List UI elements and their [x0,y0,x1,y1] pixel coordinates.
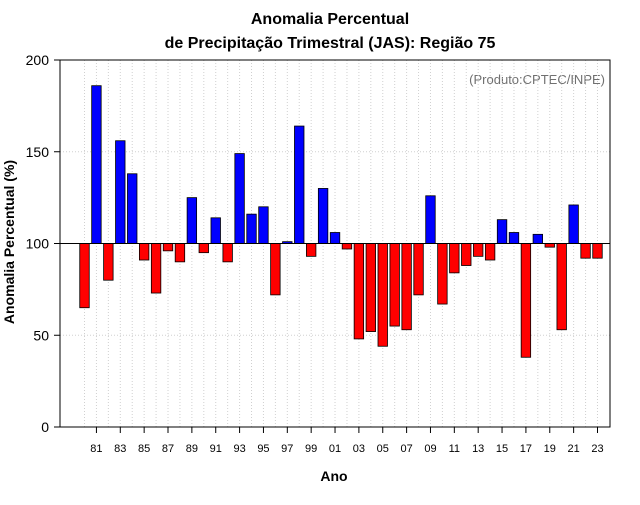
x-tick-label: 21 [568,443,580,455]
x-tick-label: 89 [186,443,198,455]
y-tick-label: 150 [26,144,50,160]
x-tick-label: 07 [400,443,412,455]
bar-1991 [210,217,221,244]
x-tick-label: 17 [520,443,532,455]
x-tick-label: 23 [591,443,603,455]
bar-2011 [449,243,460,274]
bar-1990 [198,243,209,254]
bar-1993 [234,153,245,244]
bar-2018 [532,233,543,244]
x-tick-label: 93 [233,443,245,455]
y-tick-label: 50 [33,327,49,343]
x-tick-label: 99 [305,443,317,455]
bar-2003 [353,243,365,340]
bar-2000 [317,188,329,244]
bar-2020 [556,243,567,331]
bar-2004 [365,243,376,332]
bar-1980 [79,243,90,309]
x-tick-label: 11 [449,443,460,455]
bar-1996 [270,243,281,296]
x-tick-label: 85 [138,443,150,455]
bars [79,85,603,358]
bar-1988 [174,243,186,263]
bar-2015 [496,219,508,244]
bar-2009 [425,195,436,244]
bar-1982 [103,243,114,281]
bar-1985 [138,243,150,261]
bar-1989 [186,197,198,244]
x-tick-label: 03 [353,443,365,455]
x-tick-label: 87 [162,443,174,455]
chart-title-line2: de Precipitação Trimestral (JAS): Região… [165,35,496,52]
bar-1987 [162,243,174,252]
bar-2017 [520,243,532,358]
bar-2001 [329,232,341,244]
x-tick-label: 83 [114,443,126,455]
bar-2019 [544,243,555,248]
bar-2022 [580,243,591,259]
bar-2010 [437,243,448,305]
x-axis-title: Ano [320,468,347,484]
bar-2008 [413,243,424,296]
x-tick-label: 13 [472,443,484,455]
x-tick-label: 01 [329,443,341,455]
chart-title-line1: Anomalia Percentual [251,11,409,28]
bar-2006 [389,243,400,327]
bar-2014 [484,243,496,261]
y-tick-label: 100 [26,236,50,252]
bar-1986 [150,243,162,294]
bar-1981 [91,85,102,244]
x-tick-label: 09 [424,443,436,455]
bar-1999 [306,243,317,257]
axes: 0 50 100 150 200 81 83 85 87 89 91 93 95 97 99 01 03 05 07… [26,52,611,455]
x-tick-label: 05 [377,443,389,455]
x-tick-label: 81 [90,443,102,455]
bar-1983 [115,140,126,244]
y-tick-label: 200 [26,52,50,68]
bar-2023 [592,243,603,259]
y-axis-title: Anomalia Percentual (%) [1,160,17,324]
x-tick-label: 91 [210,443,222,455]
bar-2021 [568,204,579,244]
bar-2012 [461,243,472,266]
bar-2007 [401,243,412,331]
bar-2013 [473,243,484,257]
bar-2005 [377,243,388,347]
bar-2002 [341,243,353,250]
x-tick-label: 15 [496,443,508,455]
bar-2016 [508,232,520,244]
bar-1998 [294,125,305,244]
bar-1992 [222,243,233,263]
x-tick-label: 19 [544,443,556,455]
bar-1984 [127,173,138,244]
product-credit-annotation: (Produto:CPTEC/INPE) [469,72,605,87]
x-tick-label: 95 [257,443,269,455]
x-tick-label: 97 [281,443,293,455]
bar-1994 [246,213,257,244]
y-tick-label: 0 [41,419,49,435]
bar-1995 [258,206,269,244]
